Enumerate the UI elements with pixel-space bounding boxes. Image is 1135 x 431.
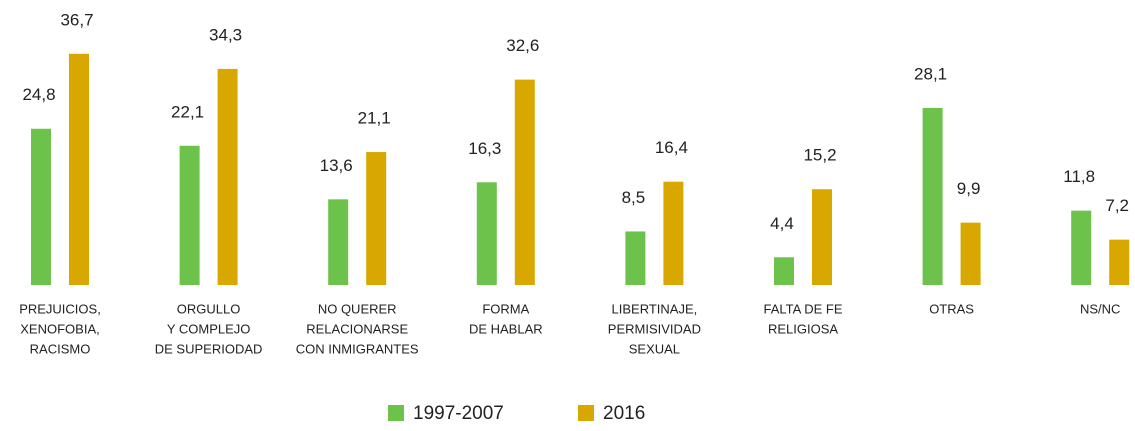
value-label: 13,6	[320, 156, 353, 175]
category-label: OTRAS	[929, 301, 974, 316]
legend-swatch	[578, 405, 594, 421]
value-label: 11,8	[1063, 167, 1095, 186]
value-label: 4,4	[770, 214, 794, 233]
bar	[960, 222, 981, 285]
value-label: 32,6	[506, 36, 539, 55]
bar	[217, 68, 238, 285]
value-label: 7,2	[1105, 196, 1129, 215]
bar	[514, 79, 535, 286]
category-label: XENOFOBIA,	[20, 321, 99, 336]
value-label: 15,2	[803, 146, 836, 165]
value-label: 21,1	[358, 109, 391, 128]
bar	[69, 53, 89, 285]
value-label: 34,3	[209, 25, 242, 44]
category-label: SEXUAL	[629, 341, 680, 356]
category-label: CON INMIGRANTES	[296, 341, 419, 356]
category-label: LIBERTINAJE,	[612, 301, 698, 316]
value-label: 16,4	[655, 138, 688, 157]
category-label: RELIGIOSA	[768, 321, 838, 336]
bar	[922, 107, 943, 285]
legend-label: 1997-2007	[413, 403, 504, 424]
category-label: FALTA DE FE	[764, 301, 843, 316]
value-label: 9,9	[957, 179, 981, 198]
bar	[625, 231, 646, 285]
legend-swatch	[388, 405, 404, 421]
category-label: RELACIONARSE	[306, 321, 408, 336]
category-label: NS/NC	[1080, 301, 1120, 316]
bar	[663, 181, 684, 285]
value-label: 28,1	[914, 64, 947, 83]
bar	[1109, 239, 1130, 285]
value-label: 36,7	[60, 10, 93, 29]
category-label: RACISMO	[30, 341, 91, 356]
value-label: 8,5	[622, 188, 646, 207]
category-label: DE HABLAR	[469, 321, 543, 336]
category-label: PERMISIVIDAD	[608, 321, 701, 336]
bar	[774, 257, 794, 285]
category-label: NO QUERER	[318, 301, 397, 316]
bar	[179, 145, 200, 285]
category-label: DE SUPERIODAD	[155, 341, 263, 356]
legend-label: 2016	[603, 403, 645, 424]
bar	[476, 182, 497, 285]
value-label: 24,8	[22, 85, 55, 104]
category-label: PREJUICIOS,	[19, 301, 101, 316]
bar	[328, 199, 349, 285]
value-label: 22,1	[171, 102, 204, 121]
category-label: FORMA	[482, 301, 529, 316]
bar	[1071, 210, 1092, 285]
category-label: Y COMPLEJO	[167, 321, 251, 336]
value-label: 16,3	[468, 139, 501, 158]
bar	[812, 189, 832, 285]
category-label: ORGULLO	[177, 301, 241, 316]
bar	[31, 128, 51, 285]
bar	[366, 152, 387, 285]
